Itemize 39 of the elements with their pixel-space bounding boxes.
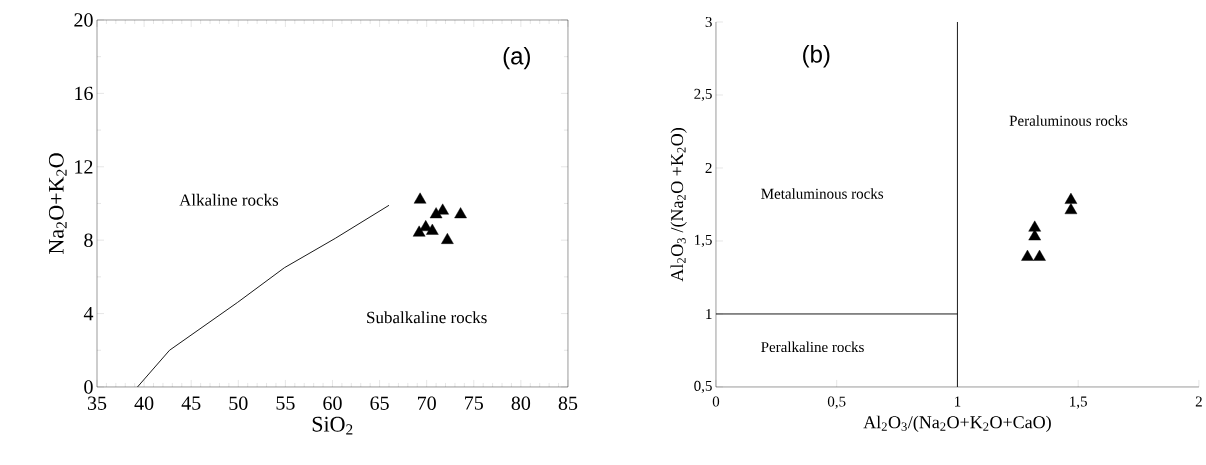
y-tick-label: 16	[75, 86, 93, 101]
x-axis-title: SiO$_{2}$	[312, 416, 353, 435]
y-tick-label: 2,5	[694, 88, 712, 102]
y-tick-label: 0	[84, 380, 93, 394]
x-tick-label: 1	[955, 396, 961, 407]
y-tick-label: 20	[74, 13, 93, 27]
x-tick-label: 45	[181, 396, 201, 410]
y-axis-title: Na$_{2}$O+K$_{2}$O	[48, 153, 67, 254]
x-tick-label: 55	[276, 396, 295, 410]
x-tick-label: 65	[370, 396, 389, 410]
x-tick-label: 0	[712, 396, 720, 407]
annotation: Subalkaline rocks	[367, 311, 487, 324]
y-tick-label: 8	[84, 233, 93, 247]
y-tick-label: 1,5	[694, 234, 712, 248]
x-tick-label: 70	[417, 396, 436, 410]
x-tick-label: 0,5	[827, 396, 846, 409]
x-tick-label: 2	[1195, 396, 1202, 407]
x-tick-label: 50	[229, 396, 248, 410]
annotation: Metaluminous rocks	[761, 188, 884, 199]
annotation: Peralkaline rocks	[761, 341, 864, 353]
y-tick-label: 4	[83, 307, 94, 321]
text: (b)	[803, 45, 830, 68]
x-tick-label: 80	[511, 396, 531, 410]
x-tick-label: 40	[134, 396, 154, 410]
text: Al$_{2}$O$_{3}$ /(Na$_{2}$O +K$_{2}$O)	[670, 128, 687, 282]
annotation: Alkaline rocks	[179, 193, 279, 206]
y-tick-label: 1	[706, 309, 712, 319]
x-tick-label: 1,5	[1070, 396, 1087, 409]
text: (a)	[503, 46, 530, 70]
text: Al$_{2}$O$_{3}$/(Na$_{2}$O+K$_{2}$O+CaO)	[863, 415, 1051, 432]
x-tick-label: 60	[323, 396, 342, 410]
y-tick-label: 12	[75, 160, 93, 174]
x-tick-label: 75	[465, 396, 483, 410]
y-tick-label: 3	[705, 16, 712, 28]
y-tick-label: 0,5	[694, 380, 712, 394]
x-tick-label: 85	[558, 396, 578, 410]
y-tick-label: 2	[705, 163, 712, 173]
x-tick-label: 35	[87, 396, 107, 410]
annotation: Peraluminous rocks	[1009, 115, 1128, 126]
